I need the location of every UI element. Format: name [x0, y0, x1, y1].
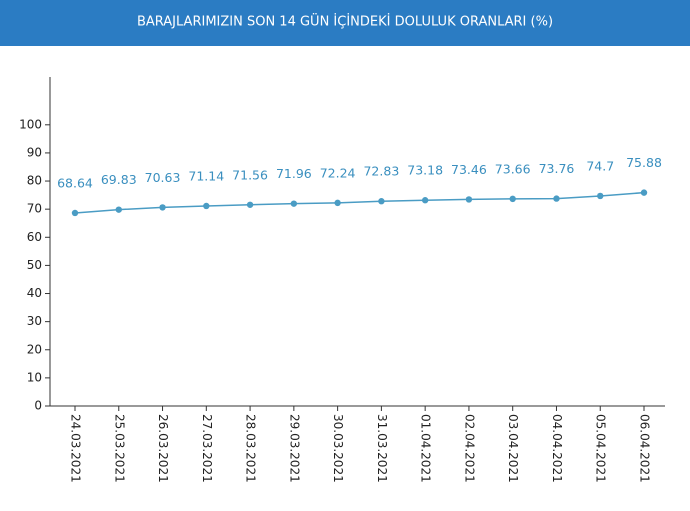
point: [378, 198, 385, 205]
y-tick-label: 10: [27, 370, 42, 384]
y-tick-label: 100: [19, 117, 42, 131]
point: [465, 196, 473, 203]
chart-title: BARAJLARIMIZIN SON 14 GÜN İÇİNDEKİ DOLUL…: [137, 13, 553, 30]
x-tick-label: 24.03.2021: [69, 414, 83, 483]
x-tick-label: 06.04.2021: [638, 414, 652, 483]
x-tick-label: 04.04.2021: [550, 414, 564, 483]
x-tick-label: 02.04.2021: [462, 414, 476, 483]
x-tick-label: 31.03.2021: [375, 414, 389, 483]
point: [509, 195, 516, 203]
point: [71, 209, 79, 217]
value-label: 73.46: [451, 162, 487, 177]
point: [421, 197, 429, 204]
point: [159, 204, 166, 211]
value-label: 70.63: [145, 170, 181, 185]
y-tick-label: 90: [27, 145, 42, 159]
header-bar: [0, 0, 690, 46]
x-tick-label: 26.03.2021: [156, 414, 170, 483]
x-tick-label: 28.03.2021: [244, 414, 258, 483]
point: [115, 206, 122, 213]
value-label: 73.76: [539, 161, 575, 176]
point: [553, 195, 560, 202]
y-tick-label: 70: [27, 202, 42, 216]
y-tick-label: 30: [27, 314, 42, 328]
value-label: 68.64: [57, 175, 93, 190]
y-tick-label: 20: [27, 342, 42, 356]
y-tick-label: 0: [34, 399, 42, 413]
x-tick-label: 03.04.2021: [506, 414, 520, 483]
value-label: 69.83: [101, 172, 137, 187]
point: [246, 201, 254, 208]
value-label: 75.88: [626, 155, 662, 170]
value-label: 72.83: [363, 164, 399, 179]
value-label: 74.7: [586, 158, 614, 173]
value-label: 72.24: [320, 165, 356, 180]
point: [640, 189, 648, 196]
x-tick-label: 25.03.2021: [112, 414, 126, 483]
y-tick-label: 80: [27, 174, 42, 188]
point: [334, 199, 341, 207]
x-tick-label: 30.03.2021: [331, 414, 345, 483]
value-label: 71.96: [276, 166, 312, 181]
point: [290, 200, 298, 207]
value-label: 71.14: [188, 168, 224, 183]
y-tick-label: 40: [27, 286, 42, 300]
value-label: 73.66: [495, 161, 531, 176]
x-tick-label: 29.03.2021: [287, 414, 301, 483]
x-tick-label: 01.04.2021: [419, 414, 433, 483]
y-tick-label: 60: [27, 230, 42, 244]
value-label: 71.56: [232, 167, 268, 182]
value-label: 73.18: [407, 163, 443, 178]
y-tick-label: 50: [27, 258, 42, 272]
x-tick-label: 05.04.2021: [594, 414, 608, 483]
line: [74, 191, 645, 214]
point: [597, 192, 604, 200]
x-tick-label: 27.03.2021: [200, 414, 214, 483]
point: [203, 202, 210, 210]
